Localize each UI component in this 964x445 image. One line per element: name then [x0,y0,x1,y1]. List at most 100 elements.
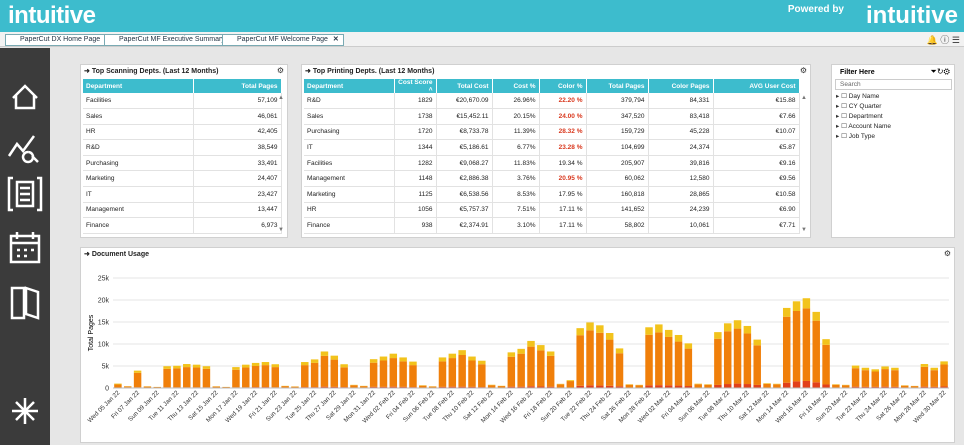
column-header: Cost % [492,79,540,93]
bar-segment [409,361,417,366]
filter-panel: Filter Here ⏷↻⚙ Search Day Name CY Quarte… [831,64,955,238]
toolbar-icons[interactable]: 🔔 ⓘ ☰ [926,35,960,45]
table-row: IT 1344 €5,186.61 6.77% 23.28 % 104,699 24,374… [304,139,800,156]
analytics-icon[interactable] [7,135,39,164]
bar-segment [635,385,643,388]
table-cell: 24,239 [648,202,714,219]
bar-segment [448,386,457,388]
bar-segment [792,301,801,311]
table-cell: 20.15% [492,108,540,125]
bar-segment [930,386,938,388]
table-cell: 83,418 [648,108,714,125]
table-row: Marketing 24,407 [83,170,282,188]
table-cell: 22.20 % [539,93,587,110]
bar-segment [792,381,801,388]
table-cell: 42,405 [193,124,282,141]
bar-segment [143,386,152,388]
bar-segment [507,386,516,388]
bar-segment [438,386,447,388]
bar-segment [576,328,584,336]
table-cell: 11.39% [492,124,540,141]
y-tick-label: 5k [102,364,110,371]
bar-segment [163,366,171,369]
table-row: Finance 6,973 [83,217,282,234]
bar-segment [930,370,938,387]
bar-segment [891,386,899,388]
tab[interactable]: PaperCut MF Welcome Page [222,34,344,46]
filter-item[interactable]: Account Name [836,122,891,130]
table-row: Purchasing 33,491 [83,155,282,172]
tab-bar: PaperCut DX Home Page PaperCut MF Execut… [0,32,964,47]
bar-segment [851,365,860,369]
table-cell: 347,520 [586,108,649,125]
bar-segment [930,367,938,371]
calendar-icon[interactable] [9,232,41,264]
bar-segment [586,385,594,388]
filter-icons[interactable]: ⏷↻⚙ [930,67,950,76]
filter-item[interactable]: Job Type [836,132,875,140]
filter-item[interactable]: CY Quarter [836,102,882,110]
bar-segment [881,386,889,388]
star-icon[interactable] [12,398,38,424]
filter-item[interactable]: Department [836,112,883,120]
table-cell: Sales [304,108,395,125]
bar-segment [694,384,702,388]
x-tick-label: Wed 05 Jan 22 [87,389,122,424]
y-axis-title: Total Pages [88,314,95,351]
table-cell: €7.66 [713,108,800,125]
search-box[interactable]: Search [835,79,952,90]
bar-segment [714,332,722,339]
table-row: Facilities 1282 €9,068.27 11.83% 19.34 % 205,… [304,155,800,172]
bar-segment [320,355,329,387]
table-cell: Purchasing [304,124,395,141]
table-cell: Marketing [304,186,395,203]
table-cell: 13,447 [193,202,282,219]
book-icon[interactable] [10,286,40,320]
bar-segment [802,298,811,309]
settings-icon[interactable]: ⚙ [276,66,284,75]
home-icon[interactable] [12,84,38,110]
bar-segment [409,365,417,388]
panel-title: Top Printing Depts. (Last 12 Months) [305,67,435,75]
bar-segment [851,386,860,388]
table-cell: €15.88 [713,93,800,110]
chart: Total Pages 0 5k 10k 15k 20k 25k Wed 05 Jan 22… [87,276,949,425]
table-cell: €9.16 [713,155,800,172]
bar-segment [478,360,486,365]
table-cell: 6,973 [193,217,282,234]
bar-segment [212,386,221,388]
settings-icon[interactable]: ⚙ [799,66,807,75]
column-header: Department [83,79,194,93]
bar-segment [576,385,584,388]
table-cell: 17.95 % [539,186,587,203]
table-cell: 45,228 [648,124,714,141]
column-header: AVG User Cost [713,79,800,93]
table-cell: €20,670.09 [436,93,493,110]
tab[interactable]: PaperCut DX Home Page [5,34,117,46]
bar-segment [114,383,122,385]
report-icon[interactable] [7,176,43,212]
settings-icon[interactable]: ⚙ [943,249,951,258]
bar-segment [664,329,673,337]
bar-segment [940,361,948,365]
column-header: Cost Score ˄ [394,79,437,93]
printing-panel: Top Printing Depts. (Last 12 Months) ⚙ D… [301,64,811,238]
bar-segment [812,311,820,321]
bar-segment [261,365,270,388]
bar-segment [566,381,575,388]
bar-segment [871,371,879,387]
bar-segment [655,324,663,333]
bar-segment [261,362,270,366]
header-row: Department Cost Score ˄ Total Cost Cost % Co… [304,79,800,93]
bar-segment [576,335,584,386]
table-cell: Facilities [83,93,194,110]
bar-segment [605,339,614,386]
table-cell: 17.11 % [539,202,587,219]
filter-item[interactable]: Day Name [836,92,880,100]
tab[interactable]: PaperCut MF Executive Summary [104,34,241,46]
bar-segment [251,366,260,388]
bar-segment [537,345,545,351]
bar-segment [202,366,211,369]
bar-segment [242,364,250,368]
bar-segment [389,386,398,388]
